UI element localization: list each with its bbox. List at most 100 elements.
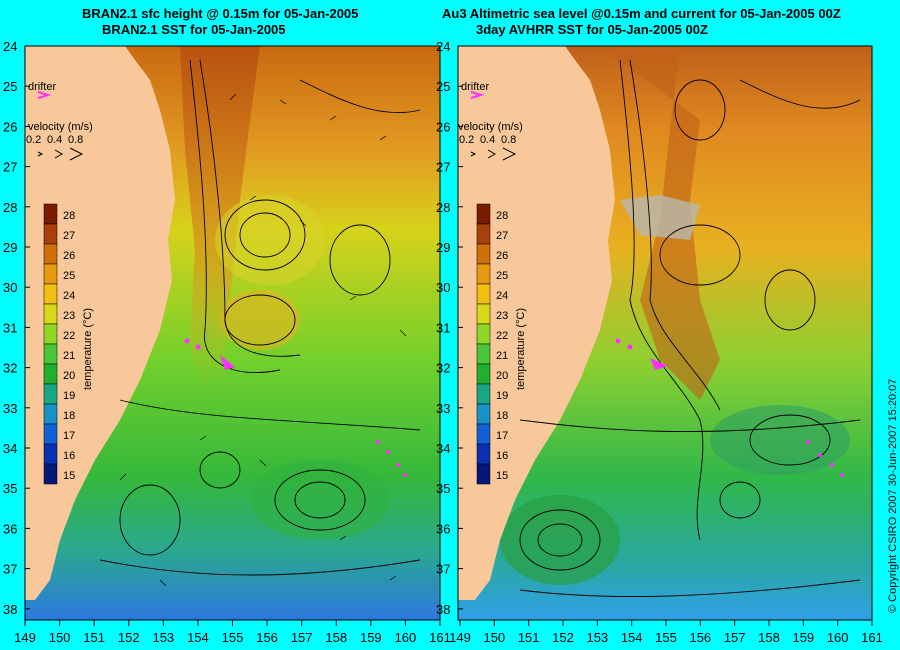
left-colorbar-swatch <box>43 343 58 365</box>
left-lat-label: 28 <box>3 200 17 215</box>
right-lon-label: 158 <box>758 630 780 645</box>
left-colorbar-value: 15 <box>63 470 75 482</box>
left-lon-label: 161 <box>429 630 451 645</box>
left-land <box>25 46 175 600</box>
right-drifters <box>615 338 844 477</box>
left-panel-title-line2: BRAN2.1 SST for 05-Jan-2005 <box>102 22 286 37</box>
right-colorbar-swatch <box>476 243 491 265</box>
right-velocity-v3: 0.8 <box>501 134 516 146</box>
right-colorbar-value: 21 <box>496 350 508 362</box>
left-lat-label: 29 <box>3 240 17 255</box>
right-lon-label: 151 <box>518 630 540 645</box>
left-velocity-label: velocity (m/s) <box>28 121 93 133</box>
left-colorbar-value: 18 <box>63 410 75 422</box>
right-colorbar-swatch <box>476 283 491 305</box>
left-colorbar-value: 20 <box>63 370 75 382</box>
left-colorbar-value: 27 <box>63 230 75 242</box>
right-colorbar-swatch <box>476 223 491 245</box>
right-colorbar-title: temperature (°C) <box>515 308 527 390</box>
left-lat-label: 24 <box>3 39 17 54</box>
right-colorbar-value: 16 <box>496 450 508 462</box>
right-lon-label: 149 <box>449 630 471 645</box>
right-velocity-label: velocity (m/s) <box>458 121 523 133</box>
right-colorbar-value: 19 <box>496 390 508 402</box>
left-lat-label: 31 <box>3 320 17 335</box>
right-lat-label: 38 <box>436 602 450 617</box>
right-drifter-icon <box>470 91 485 99</box>
copyright-note: © Copyright CSIRO 2007 30-Jun-2007 15:20… <box>887 378 899 613</box>
left-colorbar-value: 19 <box>63 390 75 402</box>
left-lon-label: 156 <box>256 630 278 645</box>
left-velocity-v2: 0.4 <box>47 134 62 146</box>
right-lat-label: 32 <box>436 361 450 376</box>
left-colorbar-value: 23 <box>63 310 75 322</box>
left-colorbar-value: 28 <box>63 210 75 222</box>
left-lat-label: 27 <box>3 160 17 175</box>
right-lon-axis: 149 150 151 152 153 154 155 156 157 158 159 160 161 <box>449 620 883 645</box>
right-lat-label: 37 <box>436 562 450 577</box>
right-colorbar-swatch <box>476 263 491 285</box>
left-lat-label: 38 <box>3 602 17 617</box>
right-map <box>457 45 873 621</box>
left-colorbar-swatch <box>43 403 58 425</box>
right-lat-label: 26 <box>436 119 450 134</box>
left-colorbar-swatch <box>43 243 58 265</box>
right-lon-label: 159 <box>792 630 814 645</box>
left-colorbar-swatch <box>43 323 58 345</box>
left-contours <box>99 59 421 576</box>
right-colorbar-swatch <box>476 303 491 325</box>
left-colorbar-swatch <box>43 303 58 325</box>
left-lat-label: 37 <box>3 562 17 577</box>
right-colorbar-swatch <box>476 363 491 385</box>
right-colorbar-value: 25 <box>496 270 508 282</box>
left-colorbar-swatch <box>43 363 58 385</box>
left-lon-label: 150 <box>49 630 71 645</box>
left-lon-label: 154 <box>187 630 209 645</box>
left-colorbar-title: temperature (°C) <box>82 308 94 390</box>
left-panel-title-line1: BRAN2.1 sfc height @ 0.15m for 05-Jan-20… <box>82 6 359 21</box>
left-colorbar: 28 27 26 25 24 23 22 21 20 19 18 17 16 15 temperature … <box>43 203 94 485</box>
right-lat-label: 36 <box>436 521 450 536</box>
right-lat-axis: 24 25 26 27 28 29 30 31 32 33 34 35 36 37 38 <box>436 39 463 617</box>
right-lon-label: 155 <box>655 630 677 645</box>
left-drifters <box>184 338 407 477</box>
left-lat-label: 25 <box>3 79 17 94</box>
left-colorbar-value: 22 <box>63 330 75 342</box>
right-colorbar-value: 23 <box>496 310 508 322</box>
right-lat-label: 34 <box>436 441 450 456</box>
left-colorbar-value: 26 <box>63 250 75 262</box>
right-colorbar-value: 28 <box>496 210 508 222</box>
right-colorbar-value: 15 <box>496 470 508 482</box>
right-lat-label: 27 <box>436 160 450 175</box>
right-colorbar-value: 27 <box>496 230 508 242</box>
left-lat-label: 30 <box>3 280 17 295</box>
left-arrows <box>119 93 407 587</box>
left-lon-label: 149 <box>14 630 36 645</box>
left-colorbar-value: 17 <box>63 430 75 442</box>
right-colorbar-swatch <box>476 403 491 425</box>
left-lon-label: 160 <box>395 630 417 645</box>
right-lat-label: 29 <box>436 240 450 255</box>
left-lat-label: 35 <box>3 481 17 496</box>
right-colorbar-value: 17 <box>496 430 508 442</box>
right-colorbar-swatch <box>476 463 491 485</box>
left-colorbar-swatch <box>43 463 58 485</box>
right-lat-label: 30 <box>436 280 450 295</box>
left-eddy-warm2 <box>220 290 300 350</box>
right-lon-label: 152 <box>552 630 574 645</box>
left-colorbar-value: 25 <box>63 270 75 282</box>
right-lat-label: 31 <box>436 320 450 335</box>
left-lon-label: 151 <box>83 630 105 645</box>
right-lat-label: 24 <box>436 39 450 54</box>
right-colorbar: 28 27 26 25 24 23 22 21 20 19 18 17 16 15 temperature … <box>476 203 527 485</box>
left-velocity-v3: 0.8 <box>68 134 83 146</box>
right-colorbar-swatch <box>476 203 491 225</box>
right-colorbar-swatch <box>476 323 491 345</box>
right-colorbar-value: 18 <box>496 410 508 422</box>
right-velocity-v2: 0.4 <box>480 134 495 146</box>
right-colorbar-value: 24 <box>496 290 508 302</box>
right-panel-title-line2: 3day AVHRR SST for 05-Jan-2005 00Z <box>476 22 708 37</box>
right-colorbar-swatch <box>476 343 491 365</box>
left-lat-label: 33 <box>3 401 17 416</box>
